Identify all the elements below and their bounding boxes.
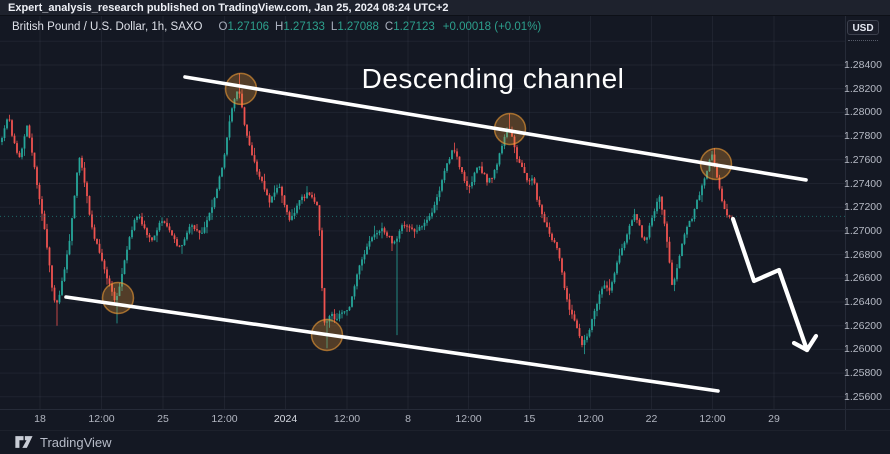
time-tick-label: 12:00 (333, 413, 361, 425)
price-tick-label: 1.26800 (844, 248, 882, 261)
symbol-legend: British Pound / U.S. Dollar, 1h, SAXO O1.… (12, 21, 541, 33)
price-tick-label: 1.27000 (844, 224, 882, 237)
high-value: 1.27133 (283, 21, 325, 33)
tradingview-logo-icon (15, 436, 33, 448)
publish-info-text: Expert_analysis_research published on Tr… (8, 2, 449, 14)
currency-toggle-button[interactable]: USD (847, 20, 879, 35)
time-scale-divider (0, 409, 890, 410)
price-tick-label: 1.28200 (844, 82, 882, 95)
close-label: C (384, 21, 394, 33)
candles (0, 73, 845, 355)
price-tick-label: 1.26400 (844, 296, 882, 308)
time-tick-label: 22 (645, 413, 658, 425)
price-tick-label: 1.27800 (844, 130, 882, 143)
grid-lines (0, 16, 845, 409)
projection-arrow-head[interactable] (804, 333, 819, 353)
tradingview-logo-link[interactable]: TradingView (14, 434, 112, 450)
price-scale-handle[interactable] (848, 40, 878, 41)
price-tick-label: 1.28400 (844, 59, 882, 71)
projection-arrow-head[interactable] (791, 340, 810, 353)
time-tick-label: 29 (768, 413, 780, 425)
time-tick-label: 15 (523, 413, 536, 425)
time-tick-label: 12:00 (455, 413, 482, 425)
open-label: O (218, 21, 228, 33)
time-tick-label: 12:00 (577, 413, 604, 425)
price-tick-label: 1.27200 (844, 201, 882, 214)
change-value: +0.00018 (+0.01%) (442, 21, 542, 33)
price-tick-label: 1.27400 (844, 177, 882, 190)
close-value: 1.27123 (393, 21, 435, 33)
publish-info-bar: Expert_analysis_research published on Tr… (0, 0, 890, 16)
channel-annotation-label[interactable]: Descending channel (361, 63, 625, 94)
time-tick-label: 12:00 (699, 413, 726, 425)
symbol-title[interactable]: British Pound / U.S. Dollar, 1h, SAXO (12, 21, 203, 33)
drawings (64, 72, 819, 393)
low-value: 1.27088 (337, 21, 379, 33)
channel-lower-trendline[interactable] (64, 295, 720, 393)
brand-name: TradingView (40, 434, 112, 450)
time-tick-label: 25 (157, 413, 169, 425)
price-tick-label: 1.25800 (844, 367, 882, 380)
price-tick-label: 1.26000 (844, 343, 882, 356)
touch-circle[interactable] (101, 281, 135, 315)
price-tick-label: 1.26200 (844, 319, 882, 332)
price-tick-label: 1.27600 (844, 153, 882, 166)
time-tick-label: 12:00 (211, 413, 238, 425)
time-tick-label: 8 (405, 413, 411, 425)
projection-arrow[interactable] (730, 216, 810, 353)
price-tick-label: 1.28000 (844, 106, 882, 119)
price-tick-label: 1.25600 (844, 390, 882, 403)
channel-upper-trendline[interactable] (183, 75, 808, 182)
price-scale-divider (845, 16, 846, 430)
time-tick-label: 2024 (273, 413, 298, 425)
footer-bar: TradingView (0, 430, 890, 454)
time-tick-label: 18 (34, 413, 46, 425)
time-tick-label: 12:00 (88, 413, 115, 425)
low-label: L (330, 21, 338, 33)
high-label: H (275, 21, 284, 33)
open-value: 1.27106 (227, 21, 270, 33)
price-tick-label: 1.26600 (844, 272, 882, 285)
